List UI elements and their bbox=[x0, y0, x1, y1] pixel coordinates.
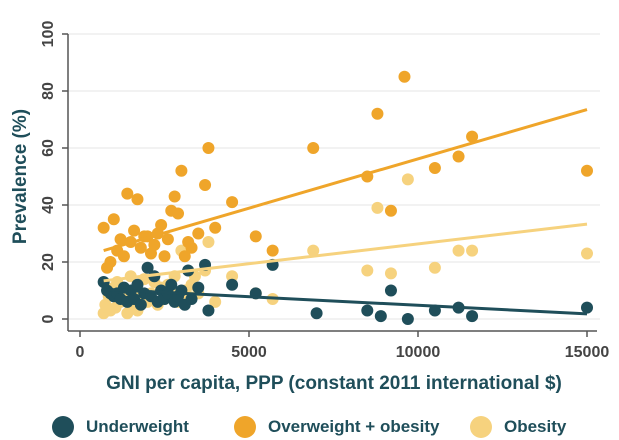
legend-item-obesity: Obesity bbox=[470, 414, 566, 440]
series-underweight bbox=[97, 258, 593, 325]
point-overweight-obesity-11 bbox=[134, 241, 147, 254]
point-overweight-obesity-34 bbox=[307, 142, 320, 154]
point-obesity-34 bbox=[202, 236, 215, 249]
point-overweight-obesity-18 bbox=[158, 250, 171, 263]
point-overweight-obesity-42 bbox=[581, 164, 593, 177]
y-tick-label-60: 60 bbox=[40, 139, 57, 157]
legend-item-underweight: Underweight bbox=[52, 414, 189, 440]
point-obesity-44 bbox=[428, 261, 441, 274]
point-overweight-obesity-40 bbox=[452, 150, 465, 163]
point-overweight-obesity-33 bbox=[266, 244, 279, 257]
point-overweight-obesity-30 bbox=[209, 221, 222, 234]
point-obesity-39 bbox=[307, 244, 320, 257]
x-axis-title: GNI per capita, PPP (constant 2011 inter… bbox=[106, 373, 562, 394]
y-axis-title: Prevalence (%) bbox=[10, 109, 31, 244]
y-tick-label-80: 80 bbox=[40, 82, 57, 100]
point-underweight-20 bbox=[165, 278, 178, 291]
legend-label-overweight-obesity: Overweight + obesity bbox=[268, 417, 440, 436]
point-underweight-30 bbox=[226, 278, 239, 291]
gridlines bbox=[68, 33, 600, 320]
point-underweight-26 bbox=[185, 293, 198, 306]
legend-label-underweight: Underweight bbox=[86, 417, 189, 436]
trend-line-overweight-obesity bbox=[103, 108, 588, 253]
point-overweight-obesity-7 bbox=[121, 187, 134, 200]
point-overweight-obesity-15 bbox=[148, 238, 161, 251]
point-overweight-obesity-39 bbox=[428, 161, 441, 174]
point-overweight-obesity-23 bbox=[175, 164, 188, 177]
point-overweight-obesity-0 bbox=[97, 221, 110, 234]
point-overweight-obesity-21 bbox=[168, 190, 181, 203]
point-overweight-obesity-6 bbox=[117, 250, 130, 263]
series-overweight-obesity bbox=[97, 70, 593, 274]
point-overweight-obesity-38 bbox=[398, 70, 411, 83]
point-underweight-36 bbox=[384, 284, 397, 297]
x-tick-label-15000: 15000 bbox=[565, 344, 610, 361]
point-overweight-obesity-17 bbox=[155, 218, 168, 231]
point-underweight-33 bbox=[310, 307, 323, 320]
x-tick-label-0: 0 bbox=[76, 344, 85, 361]
point-underweight-37 bbox=[401, 313, 414, 325]
x-tick-label-5000: 5000 bbox=[231, 344, 267, 361]
legend-marker-obesity bbox=[470, 416, 492, 438]
point-underweight-10 bbox=[131, 278, 144, 291]
point-underweight-11 bbox=[134, 298, 147, 311]
point-overweight-obesity-36 bbox=[371, 107, 384, 120]
point-underweight-29 bbox=[202, 304, 215, 317]
point-obesity-41 bbox=[371, 201, 384, 214]
point-overweight-obesity-28 bbox=[199, 179, 212, 192]
point-underweight-35 bbox=[374, 310, 387, 323]
point-obesity-47 bbox=[581, 247, 593, 260]
point-overweight-obesity-41 bbox=[466, 130, 479, 143]
chart-legend: Underweight Overweight + obesity Obesity bbox=[0, 414, 619, 440]
point-underweight-41 bbox=[581, 301, 593, 314]
point-overweight-obesity-5 bbox=[114, 233, 127, 246]
point-obesity-40 bbox=[361, 264, 374, 277]
legend-marker-overweight-obesity bbox=[234, 416, 256, 438]
point-obesity-46 bbox=[466, 244, 479, 257]
point-obesity-43 bbox=[401, 173, 414, 186]
point-overweight-obesity-3 bbox=[107, 213, 120, 226]
point-underweight-13 bbox=[141, 261, 154, 274]
point-obesity-36 bbox=[226, 270, 239, 283]
point-overweight-obesity-29 bbox=[202, 142, 215, 154]
y-tick-label-0: 0 bbox=[40, 314, 57, 323]
legend-label-obesity: Obesity bbox=[504, 417, 567, 436]
y-tick-label-100: 100 bbox=[40, 21, 57, 48]
point-overweight-obesity-32 bbox=[249, 230, 262, 243]
point-obesity-42 bbox=[384, 267, 397, 280]
point-overweight-obesity-26 bbox=[185, 241, 198, 254]
point-overweight-obesity-27 bbox=[192, 227, 205, 240]
point-obesity-35 bbox=[209, 295, 222, 308]
point-obesity-45 bbox=[452, 244, 465, 257]
trend-line-underweight bbox=[103, 287, 588, 316]
point-overweight-obesity-22 bbox=[172, 207, 185, 220]
point-underweight-40 bbox=[466, 310, 479, 323]
point-underweight-34 bbox=[361, 304, 374, 317]
y-tick-label-40: 40 bbox=[40, 196, 57, 214]
point-overweight-obesity-2 bbox=[104, 256, 117, 268]
legend-item-overweight-obesity: Overweight + obesity bbox=[234, 414, 439, 440]
trend-line-obesity bbox=[103, 222, 588, 283]
point-overweight-obesity-10 bbox=[131, 193, 144, 206]
point-overweight-obesity-37 bbox=[384, 204, 397, 217]
point-overweight-obesity-19 bbox=[161, 233, 174, 246]
y-tick-label-20: 20 bbox=[40, 253, 57, 271]
point-overweight-obesity-24 bbox=[178, 250, 191, 263]
x-tick-label-10000: 10000 bbox=[396, 344, 441, 361]
point-overweight-obesity-31 bbox=[226, 196, 239, 209]
point-underweight-27 bbox=[192, 281, 205, 294]
legend-marker-underweight bbox=[52, 416, 74, 438]
point-overweight-obesity-9 bbox=[128, 224, 141, 237]
